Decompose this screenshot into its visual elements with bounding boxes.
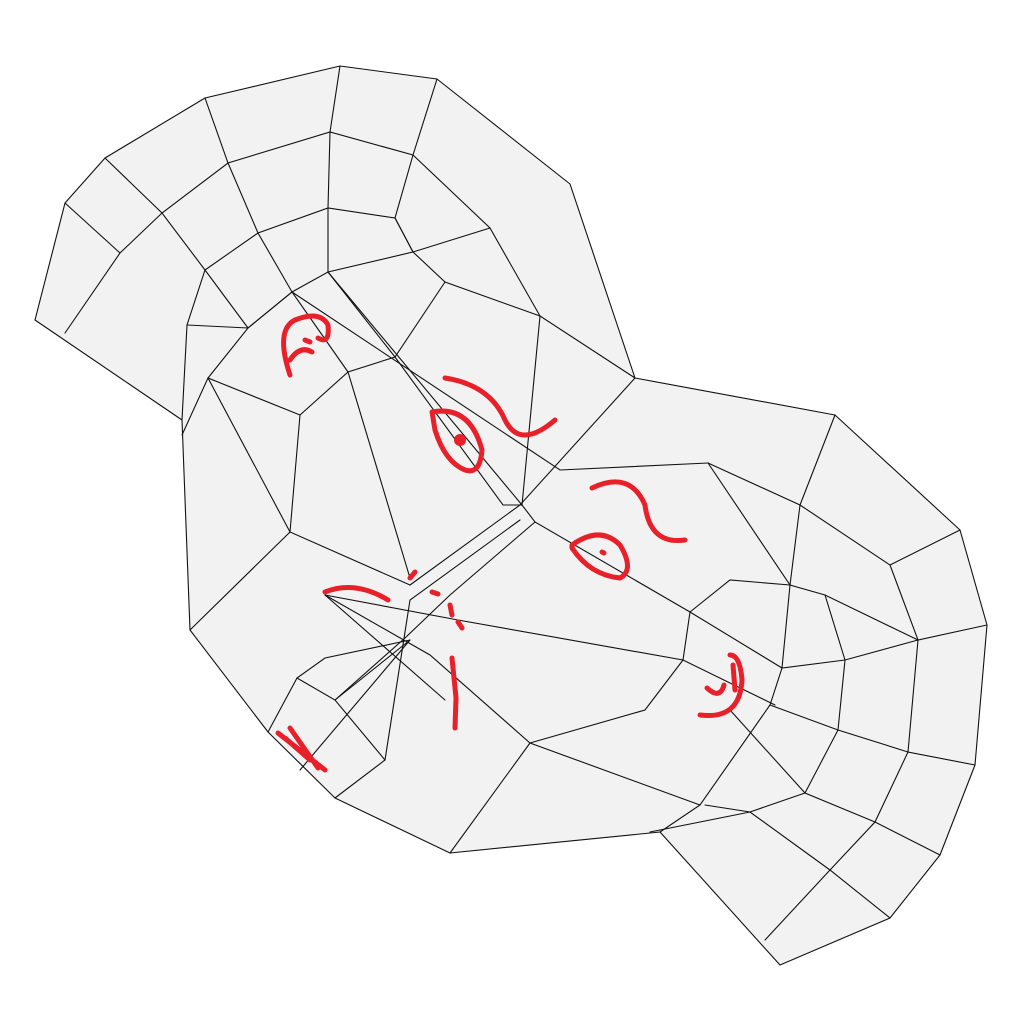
mouth-mark (449, 655, 459, 731)
edge-line (769, 704, 839, 731)
edge-line (204, 97, 349, 373)
edge-line (327, 271, 523, 506)
mesh-edges (64, 65, 988, 941)
edge-line (104, 157, 249, 329)
edge-line (704, 804, 891, 919)
edge-line (267, 639, 411, 733)
edge-line (889, 564, 976, 766)
edge-line (181, 281, 446, 436)
spiral-mark-left (281, 313, 331, 378)
eyebrow-mark-right (589, 479, 688, 544)
x-mark (275, 725, 328, 773)
cheek-mark-right (697, 652, 745, 719)
edge-line (529, 659, 684, 744)
edge-line (347, 371, 411, 579)
edge-line (449, 742, 531, 854)
eyebrow-mark-left (442, 375, 558, 438)
edge-line (327, 65, 396, 358)
edge-line (707, 462, 961, 566)
edge-line (324, 594, 701, 806)
edge-line (394, 78, 438, 253)
nose-mark (322, 569, 465, 631)
edge-line (384, 519, 521, 761)
edge-line (824, 594, 909, 753)
edge-line (334, 639, 411, 701)
edge-line (682, 579, 791, 661)
edge-line (394, 315, 541, 506)
edge-line (64, 202, 121, 254)
eye-mark-right (569, 532, 630, 581)
annotation-marks (275, 313, 745, 773)
edge-line (291, 291, 709, 471)
edge-line (689, 611, 919, 669)
mesh-silhouette (34, 65, 988, 966)
edge-line (659, 414, 836, 833)
edge-line (207, 377, 411, 586)
edge-line (324, 594, 446, 701)
edge-line (296, 677, 386, 799)
edge-line (649, 792, 806, 833)
eye-pupil-left (454, 434, 466, 446)
edge-line (764, 751, 909, 941)
edge-line (334, 521, 536, 701)
edge-line (729, 709, 941, 856)
edge-line (324, 594, 776, 706)
edge-line (804, 729, 839, 794)
edge-line (299, 639, 411, 771)
edge-line (409, 377, 636, 586)
edge-line (207, 291, 293, 379)
